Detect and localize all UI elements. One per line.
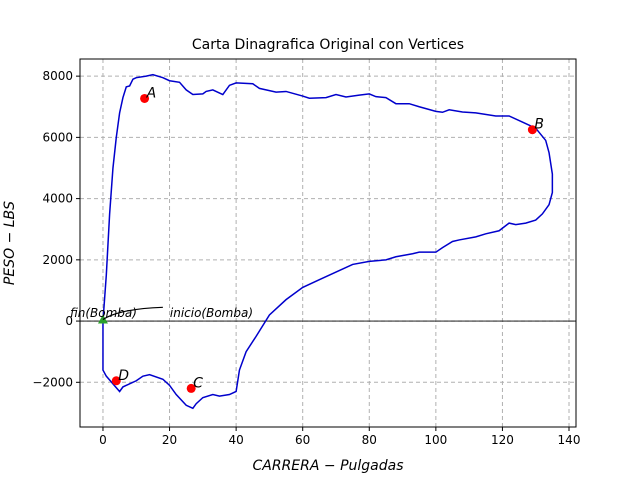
vertex-point xyxy=(111,376,121,386)
annotation: inicio(Bomba) xyxy=(170,306,253,320)
vertex-label: D xyxy=(118,368,129,384)
x-tick-label: 80 xyxy=(362,433,377,447)
plot-frame xyxy=(79,58,577,428)
x-tick-label: 40 xyxy=(228,433,243,447)
x-tick-label: 0 xyxy=(99,433,107,447)
vertex-label: C xyxy=(193,375,203,391)
annotation-arrow xyxy=(102,306,163,321)
vertex-point xyxy=(186,383,196,393)
x-axis-label: CARRERA − Pulgadas xyxy=(252,458,403,474)
x-tick-label: 20 xyxy=(162,433,177,447)
x-tick-label: 120 xyxy=(491,433,514,447)
y-tick-label: 2000 xyxy=(42,253,73,267)
vertex-label: A xyxy=(146,85,157,101)
vertex-label: B xyxy=(534,117,544,133)
x-tick-label: 140 xyxy=(558,433,581,447)
y-tick-label: −2000 xyxy=(32,375,73,389)
y-tick-label: 4000 xyxy=(42,192,73,206)
y-axis-label: PESO − LBS xyxy=(2,201,18,285)
vertex-point xyxy=(140,93,150,103)
card-line xyxy=(102,73,554,410)
chart-title: Carta Dinagrafica Original con Vertices xyxy=(192,37,464,53)
y-tick-label: 0 xyxy=(65,314,73,328)
x-tick-label: 60 xyxy=(295,433,310,447)
y-tick-label: 6000 xyxy=(42,130,73,144)
y-tick-label: 8000 xyxy=(42,69,73,83)
annotation: fin(Bomba) xyxy=(70,306,137,320)
vertex-point xyxy=(527,125,537,135)
x-tick-label: 100 xyxy=(424,433,447,447)
